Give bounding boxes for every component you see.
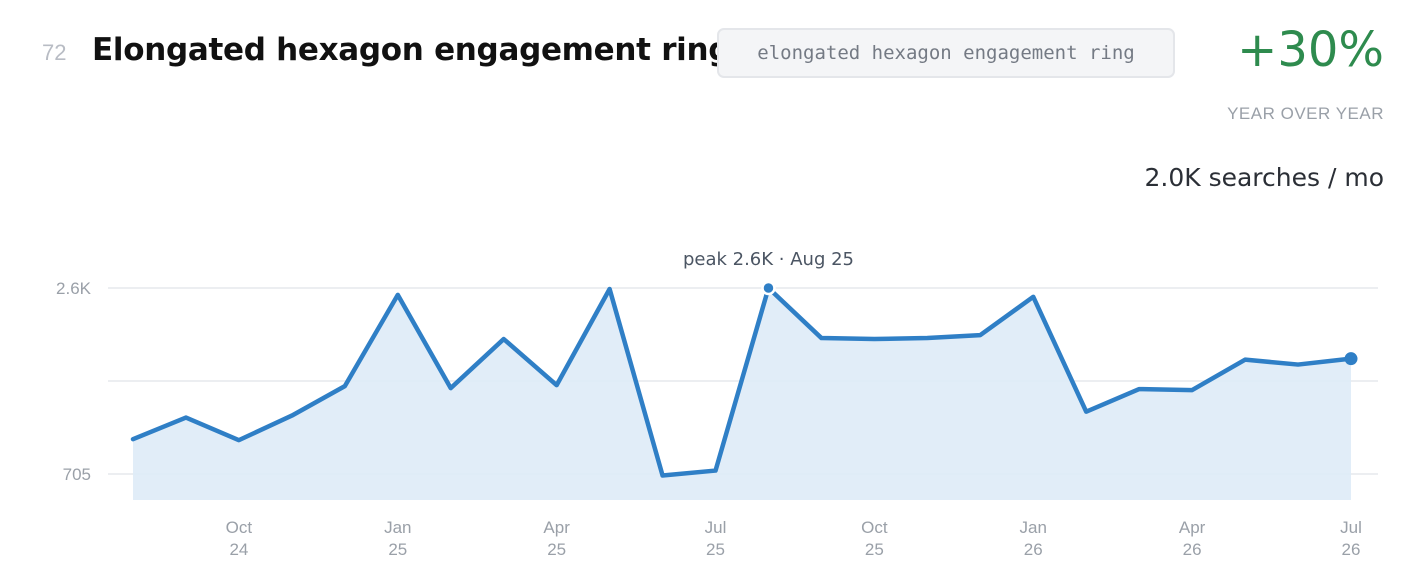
y-axis-ticks: 2.6K 705 — [56, 279, 92, 484]
x-tick-month: Jan — [384, 518, 411, 537]
y-tick-label: 2.6K — [56, 279, 92, 298]
rank-number: 72 — [42, 40, 67, 65]
chart-markers: peak 2.6K · Aug 25 — [132, 249, 1358, 476]
x-tick-month: Jul — [1340, 518, 1362, 537]
peak-marker — [761, 280, 776, 296]
x-tick-year: 24 — [229, 540, 248, 559]
x-tick-year: 26 — [1024, 540, 1043, 559]
peak-label: peak 2.6K · Aug 25 — [683, 249, 854, 270]
yoy-change-value: +30% — [1237, 22, 1384, 78]
latest-point-marker — [1344, 352, 1358, 366]
x-tick-month: Apr — [543, 518, 570, 537]
x-tick-year: 25 — [547, 540, 566, 559]
y-tick-label: 705 — [63, 465, 91, 484]
x-tick-year: 25 — [388, 540, 407, 559]
x-tick-month: Oct — [861, 518, 888, 537]
x-tick-month: Apr — [1179, 518, 1206, 537]
x-tick-month: Oct — [226, 518, 253, 537]
trend-area — [133, 288, 1351, 500]
x-tick-year: 26 — [1342, 540, 1361, 559]
x-tick-year: 25 — [706, 540, 725, 559]
x-tick-year: 26 — [1183, 540, 1202, 559]
yoy-change-label: YEAR OVER YEAR — [1227, 104, 1384, 123]
search-query-chip[interactable]: elongated hexagon engagement ring — [717, 28, 1175, 78]
monthly-search-volume: 2.0K searches / mo — [1144, 163, 1384, 192]
x-tick-month: Jul — [705, 518, 727, 537]
x-tick-year: 25 — [865, 540, 884, 559]
x-axis-ticks: Oct 24 Jan 25 Apr 25 Jul 25 Oct 25 Jan 26 Apr 26 Jul 26 — [226, 518, 1362, 559]
trend-line — [130, 285, 1354, 478]
page-title: Elongated hexagon engagement rings — [92, 32, 749, 68]
x-tick-month: Jan — [1020, 518, 1047, 537]
